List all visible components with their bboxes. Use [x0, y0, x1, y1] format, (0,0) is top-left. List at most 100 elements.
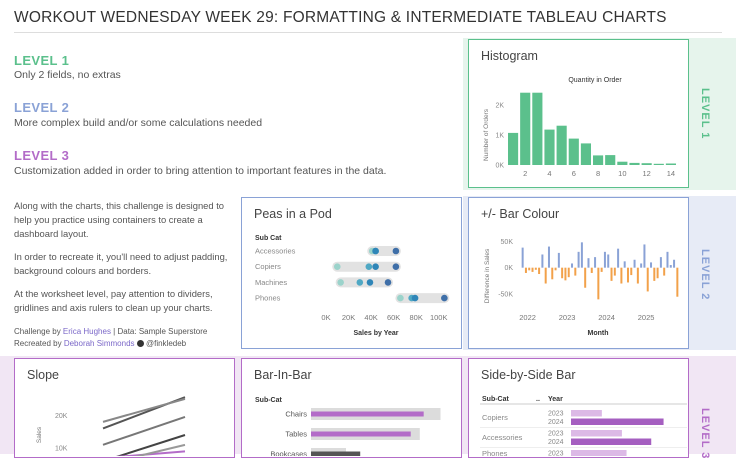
plusminus-y-tick: 0K — [504, 265, 513, 272]
sidebyside-year-label: 2023 — [548, 411, 564, 418]
peas-x-tick: 100K — [430, 313, 448, 322]
barinbar-inner-bar — [311, 411, 424, 417]
slope-line — [134, 443, 186, 456]
level-2-heading: LEVEL 2 — [14, 100, 70, 115]
histogram-card[interactable]: Histogram Quantity in Order Number of Or… — [468, 39, 689, 188]
title-divider — [14, 32, 722, 33]
sidebyside-category-label: Copiers — [482, 413, 508, 422]
histogram-bar — [544, 129, 555, 165]
plusminus-bar — [538, 267, 541, 275]
plusminus-bar — [610, 267, 613, 281]
peas-dot — [337, 279, 344, 286]
sidebyside-category-label: Phones — [482, 449, 508, 456]
plusminus-bar — [551, 267, 554, 280]
peas-dot — [372, 247, 379, 255]
plusminus-bar — [653, 267, 656, 281]
plusminus-x-tick: 2022 — [519, 313, 536, 322]
social-icon — [136, 339, 144, 347]
plusminus-x-tick: 2024 — [598, 313, 615, 322]
level-3-heading: LEVEL 3 — [14, 148, 70, 163]
histogram-bar — [556, 125, 567, 165]
level-1-description: Only 2 fields, no extras — [14, 69, 121, 81]
histogram-bar — [629, 162, 640, 165]
peas-row-header: Sub Cat — [255, 235, 282, 242]
plusminus-bar — [617, 248, 620, 268]
plusminus-bar — [646, 267, 649, 292]
plusminus-bar — [659, 257, 662, 268]
histogram-bar — [520, 92, 531, 165]
slope-card[interactable]: Slope Sales 20K 10K — [14, 358, 235, 458]
plusminus-bar — [620, 267, 623, 284]
slope-y-tick: 20K — [55, 413, 68, 420]
peas-dot — [366, 279, 374, 286]
histogram-bar — [641, 163, 652, 165]
plusminus-bar — [561, 267, 564, 279]
sidebyside-chart[interactable]: Sub-Cat .. Year Copiers 20232024Accessori… — [469, 359, 687, 456]
peas-category-label: Phones — [255, 294, 281, 303]
slope-chart[interactable]: Sales 20K 10K — [15, 359, 233, 456]
plusminus-bar — [580, 242, 583, 268]
peas-dot — [372, 263, 379, 270]
peas-chart[interactable]: Sub Cat Sales by Year Accessories Copiers… — [242, 198, 460, 347]
slope-y-label: Sales — [36, 426, 43, 443]
plusminus-bar — [673, 259, 676, 268]
histogram-x-tick: 4 — [547, 169, 551, 178]
histogram-y-tick: 1K — [495, 133, 504, 140]
plusminus-y-tick: 50K — [501, 239, 514, 246]
plusminus-card[interactable]: +/- Bar Colour Difference in Sales Month… — [468, 197, 689, 349]
plusminus-bar — [650, 262, 653, 268]
plusminus-chart[interactable]: Difference in Sales Month 50K 0K -50K 2022 2… — [469, 198, 687, 347]
barinbar-category-label: Bookcases — [270, 450, 307, 457]
peas-category-label: Machines — [255, 278, 287, 287]
sidebyside-ellipsis: .. — [536, 396, 540, 403]
plusminus-title: +/- Bar Colour — [481, 207, 560, 221]
barinbar-row-header: Sub-Cat — [255, 397, 283, 404]
level-1-side-label: LEVEL 1 — [699, 88, 711, 140]
histogram-chart[interactable]: Quantity in Order Number of Orders 0K 1K 2… — [469, 40, 687, 186]
histogram-bar — [568, 138, 579, 165]
slope-line — [102, 397, 186, 423]
plusminus-bar — [564, 267, 567, 281]
plusminus-bar — [547, 246, 550, 268]
twitter-handle[interactable]: @finkledeb — [143, 338, 187, 348]
page-title: WORKOUT WEDNESDAY WEEK 29: FORMATTING & … — [14, 9, 667, 26]
histogram-title: Histogram — [481, 49, 538, 63]
barinbar-card[interactable]: Bar-In-Bar Sub-Cat Chairs Tables Bookcases — [241, 358, 462, 458]
histogram-x-tick: 14 — [667, 169, 675, 178]
plusminus-bar — [597, 267, 600, 300]
plusminus-bar — [669, 265, 672, 268]
plusminus-x-tick: 2025 — [638, 313, 655, 322]
barinbar-chart[interactable]: Sub-Cat Chairs Tables Bookcases — [242, 359, 460, 456]
level-3-side-label: LEVEL 3 — [699, 408, 711, 459]
peas-card[interactable]: Peas in a Pod Sub Cat Sales by Year Acce… — [241, 197, 462, 349]
credit-data-source: | Data: Sample Superstore — [110, 327, 208, 336]
sidebyside-row-header: Sub-Cat — [482, 396, 510, 403]
plusminus-bar — [676, 267, 679, 297]
peas-x-tick: 20K — [342, 313, 355, 322]
peas-x-tick: 80K — [410, 313, 423, 322]
intro-paragraph-2: In order to recreate it, you'll need to … — [14, 251, 228, 277]
plusminus-bar — [600, 267, 603, 272]
slope-y-tick: 10K — [55, 446, 68, 453]
sidebyside-card[interactable]: Side-by-Side Bar Sub-Cat .. Year Copiers… — [468, 358, 689, 458]
plusminus-bar — [571, 263, 574, 268]
histogram-bar — [593, 155, 604, 165]
plusminus-bar — [643, 244, 646, 268]
author-link[interactable]: Erica Hughes — [62, 327, 111, 336]
peas-dot — [411, 294, 419, 302]
peas-dot — [392, 247, 400, 255]
plusminus-bar — [663, 267, 666, 276]
plusminus-bar — [626, 267, 629, 283]
recreator-link[interactable]: Deborah Simmonds — [63, 338, 135, 348]
histogram-bar — [508, 132, 519, 165]
plusminus-bar — [623, 261, 626, 268]
peas-x-tick: 0K — [321, 313, 330, 322]
plusminus-bar — [557, 252, 560, 268]
plusminus-bar — [574, 267, 577, 276]
histogram-bar — [653, 163, 664, 165]
histogram-x-tick: 8 — [596, 169, 600, 178]
plusminus-bar — [544, 267, 547, 284]
plusminus-bar — [587, 258, 590, 268]
slope-title: Slope — [27, 368, 59, 382]
peas-category-label: Accessories — [255, 247, 296, 256]
